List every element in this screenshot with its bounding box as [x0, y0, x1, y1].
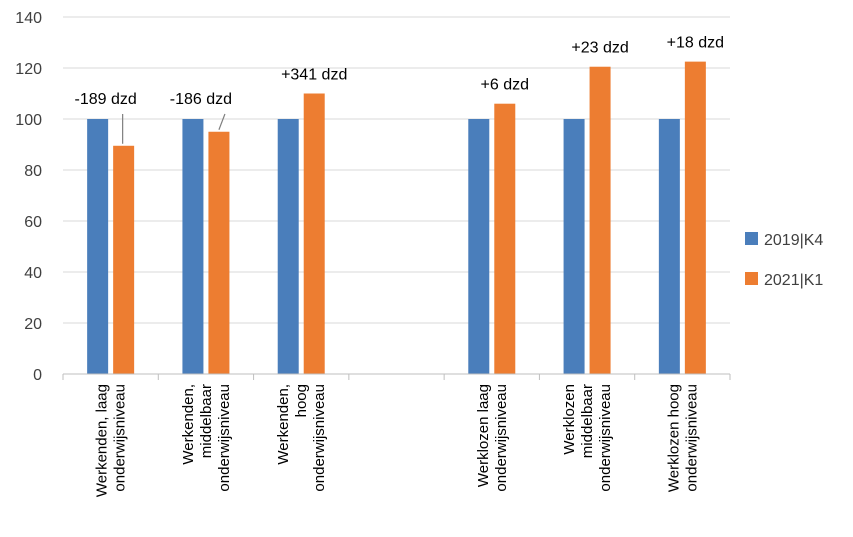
x-category-label-line: middelbaar [198, 384, 215, 458]
y-tick-label: 0 [33, 367, 42, 384]
bar-2021-k1 [303, 93, 325, 374]
legend: 2019|K4 2021|K1 [745, 232, 823, 289]
x-category-label-line: Werklozen laag [475, 384, 492, 487]
legend-swatch [745, 232, 758, 245]
x-category-label-line: onderwijsniveau [216, 384, 233, 492]
annotation-label: +23 dzd [571, 40, 628, 57]
bar-2021-k1 [589, 66, 611, 374]
bar-2021-k1 [684, 61, 706, 374]
x-category-label-line: Werkenden, [275, 384, 292, 465]
x-category-label: Werkenden, hoog onderwijsniveau [275, 384, 328, 492]
x-category-label-line: Werklozen [561, 384, 578, 455]
bar-2019-k4 [87, 119, 109, 374]
bar-2019-k4 [182, 119, 204, 374]
bar-2019-k4 [468, 119, 490, 374]
x-category-label-line: hoog [293, 384, 310, 417]
annotation-label: +341 dzd [281, 67, 347, 84]
y-axis: 0 20 40 60 80 100 120 140 [15, 10, 42, 384]
x-category-label-line: Werkenden, laag [94, 384, 111, 497]
bar-2021-k1 [113, 145, 135, 374]
x-category-label: Werkenden, laag onderwijsniveau [94, 384, 129, 497]
y-tick-label: 20 [24, 316, 42, 333]
x-category-label-line: onderwijsniveau [493, 384, 510, 492]
x-axis: Werkenden, laag onderwijsniveau Werkenden,… [62, 373, 731, 497]
annotation-label: +6 dzd [481, 77, 529, 94]
y-tick-label: 120 [15, 61, 42, 78]
gridlines [63, 16, 730, 375]
bars [87, 61, 706, 374]
x-category-label: Werklozen middelbaar onderwijsniveau [561, 384, 614, 492]
bar-2019-k4 [277, 119, 299, 374]
y-tick-label: 100 [15, 112, 42, 129]
x-category-label-line: onderwijsniveau [597, 384, 614, 492]
x-category-label: Werklozen laag onderwijsniveau [475, 384, 510, 492]
annotation-leader-line [218, 113, 226, 130]
x-category-label-line: Werkenden, [180, 384, 197, 465]
legend-label: 2019|K4 [764, 232, 823, 249]
annotations: -189 dzd -186 dzd +341 dzd +6 dzd +23 dzd +18… [75, 35, 724, 144]
x-category-label-line: onderwijsniveau [311, 384, 328, 492]
x-category-label-line: onderwijsniveau [683, 384, 700, 492]
bar-2021-k1 [494, 103, 516, 374]
y-tick-label: 140 [15, 10, 42, 27]
bar-2021-k1 [208, 131, 230, 374]
y-tick-label: 80 [24, 163, 42, 180]
annotation-label: -189 dzd [75, 91, 137, 108]
y-tick-label: 60 [24, 214, 42, 231]
bar-2019-k4 [658, 119, 680, 374]
x-category-label-line: Werklozen hoog [665, 384, 682, 492]
x-category-label-line: middelbaar [579, 384, 596, 458]
annotation-label: -186 dzd [170, 91, 232, 108]
bar-2019-k4 [563, 119, 585, 374]
x-category-label: Werklozen hoog onderwijsniveau [665, 384, 700, 492]
annotation-label: +18 dzd [667, 35, 724, 52]
legend-swatch [745, 272, 758, 285]
x-category-label-line: onderwijsniveau [112, 384, 129, 492]
y-tick-label: 40 [24, 265, 42, 282]
legend-label: 2021|K1 [764, 272, 823, 289]
x-category-label: Werkenden, middelbaar onderwijsniveau [180, 384, 233, 492]
